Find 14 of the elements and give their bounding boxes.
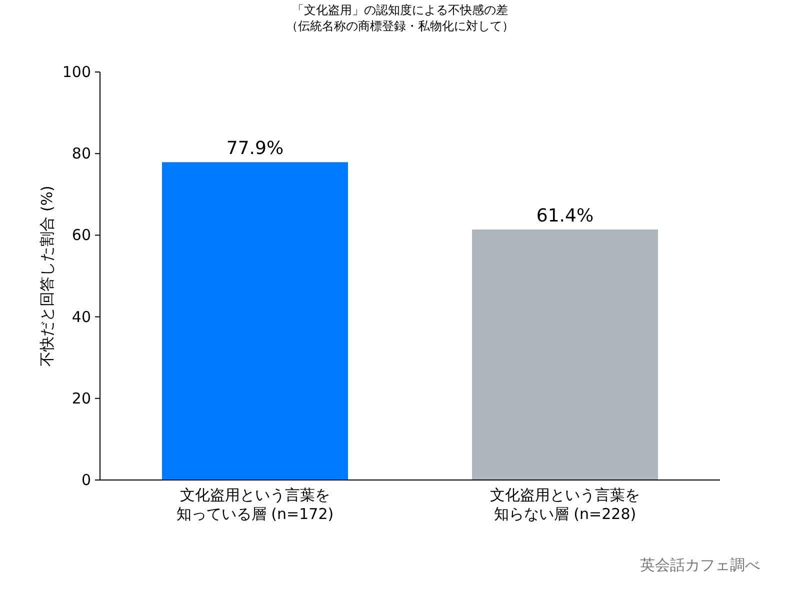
x-tick-label: 文化盗用という言葉を知っている層 (n=172)	[175, 486, 335, 524]
x-tick-label: 文化盗用という言葉を知らない層 (n=228)	[489, 486, 641, 524]
y-tick-label: 80	[72, 144, 91, 163]
chart-subtitle: （伝統名称の商標登録・私物化に対して）	[286, 19, 514, 33]
y-tick-label: 20	[72, 389, 91, 408]
y-axis-title: 不快だと回答した割合 (%)	[38, 186, 56, 366]
text: 英会話カフェ調べ	[640, 556, 760, 574]
chart-title: 「文化盗用」の認知度による不快感の差	[292, 3, 508, 17]
y-tick-label: 0	[81, 471, 91, 489]
data-label: 61.4%	[536, 205, 594, 226]
data-label: 77.9%	[226, 138, 284, 160]
y-tick-label: 40	[72, 308, 91, 326]
y-tick-label: 100	[62, 63, 91, 81]
y-tick-label: 60	[72, 226, 91, 244]
